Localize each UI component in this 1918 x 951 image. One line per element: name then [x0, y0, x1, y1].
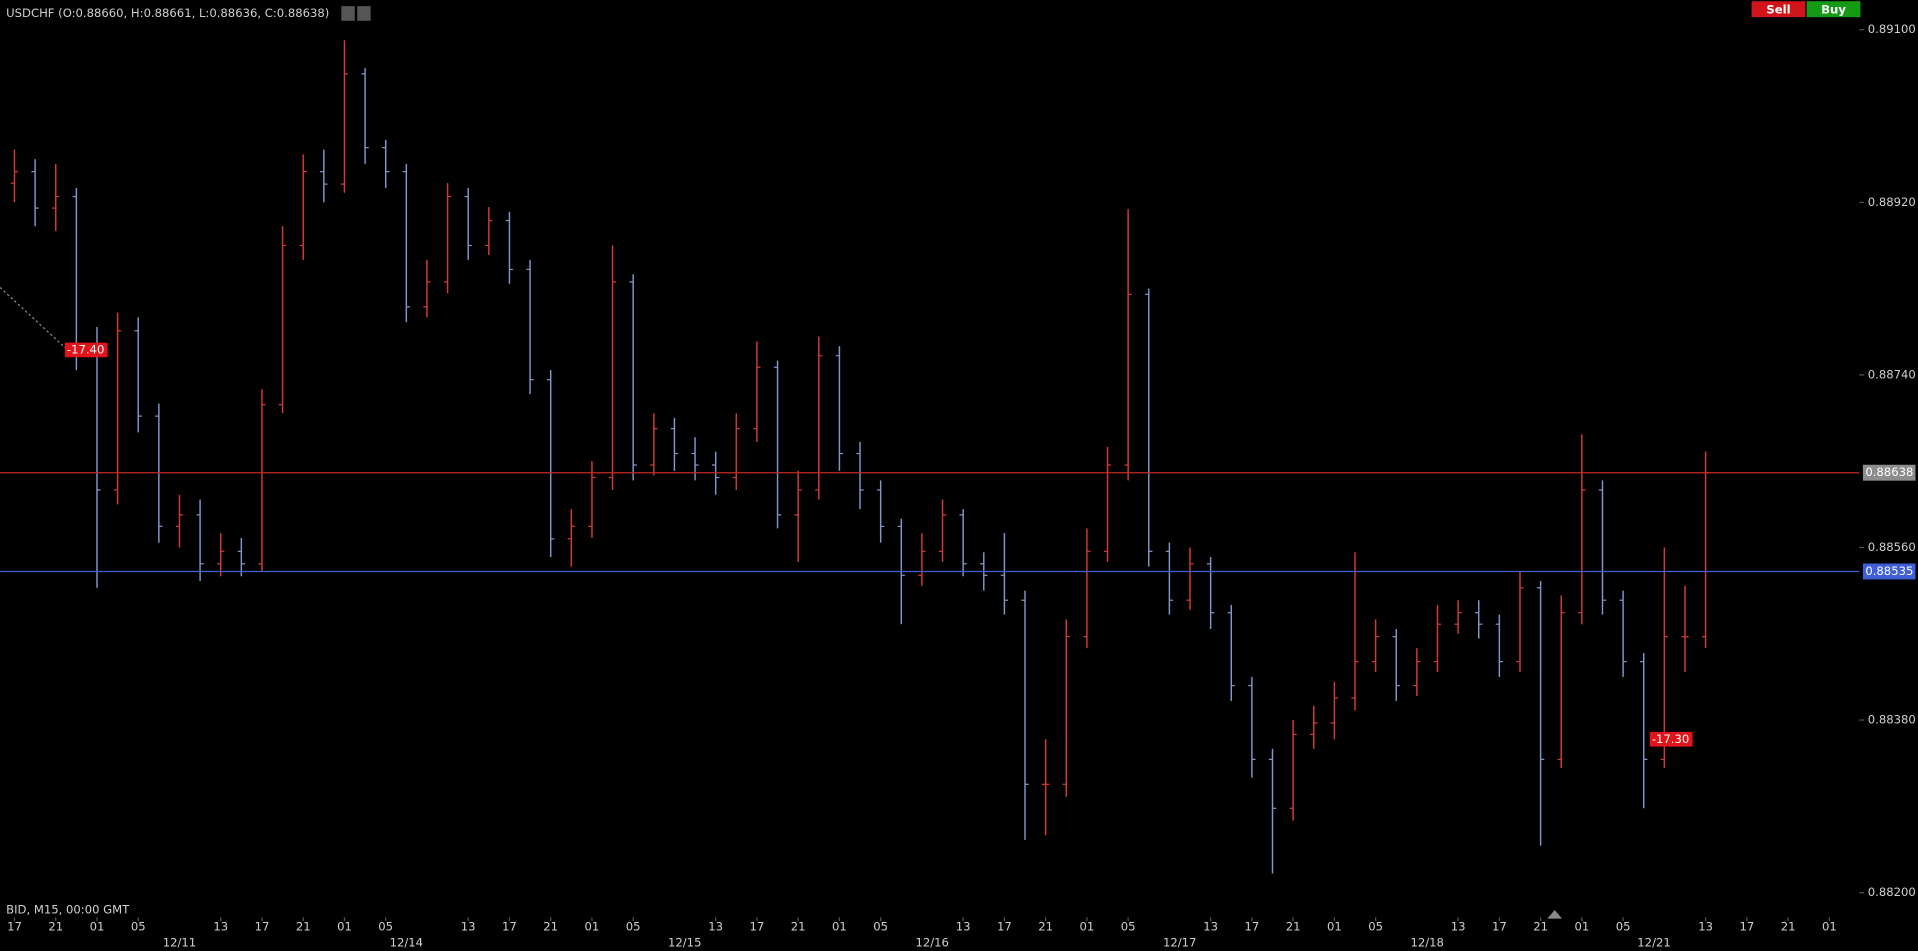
y-tick-label: 0.88200 [1868, 885, 1916, 899]
date-tick-label: 12/11 [163, 936, 196, 950]
x-tick-label: 01 [832, 920, 847, 934]
x-tick-label: 01 [1080, 920, 1095, 934]
pnl-label: -17.40 [67, 342, 104, 356]
pnl-label-bg [64, 342, 108, 358]
x-tick-label: 21 [296, 920, 311, 934]
x-tick-label: 13 [1451, 920, 1466, 934]
y-tick-label: 0.88560 [1868, 540, 1916, 554]
buy-button[interactable] [1806, 1, 1861, 18]
price-label-bg [1862, 563, 1916, 580]
x-tick-label: 21 [1781, 920, 1796, 934]
date-tick-label: 12/21 [1637, 936, 1670, 950]
y-tick-label: 0.88380 [1868, 713, 1916, 727]
x-tick-label: 21 [1038, 920, 1053, 934]
sell-button[interactable] [1751, 1, 1806, 18]
x-tick-label: 05 [378, 920, 393, 934]
x-tick-label: 13 [1698, 920, 1713, 934]
date-tick-label: 12/17 [1163, 936, 1196, 950]
price-label: 0.88638 [1865, 465, 1913, 479]
x-tick-label: 13 [213, 920, 228, 934]
buy-label[interactable]: Buy [1821, 2, 1846, 16]
x-tick-label: 17 [1492, 920, 1507, 934]
y-tick-label: 0.88920 [1868, 195, 1916, 209]
x-tick-label: 21 [543, 920, 558, 934]
x-tick-label: 17 [750, 920, 765, 934]
x-tick-label: 21 [1533, 920, 1548, 934]
price-label: 0.88535 [1865, 564, 1913, 578]
x-tick-label: 05 [1616, 920, 1631, 934]
x-tick-label: 01 [90, 920, 105, 934]
date-tick-label: 12/16 [915, 936, 948, 950]
chart-title: USDCHF (O:0.88660, H:0.88661, L:0.88636,… [6, 6, 329, 20]
x-tick-label: 13 [1203, 920, 1218, 934]
x-tick-label: 17 [997, 920, 1012, 934]
pnl-label-bg [1649, 731, 1693, 747]
x-tick-label: 01 [1327, 920, 1342, 934]
x-tick-label: 13 [708, 920, 723, 934]
x-tick-label: 01 [1574, 920, 1589, 934]
x-tick-label: 21 [1286, 920, 1301, 934]
x-tick-label: 01 [585, 920, 600, 934]
x-tick-label: 05 [873, 920, 888, 934]
x-tick-label: 17 [7, 920, 22, 934]
x-tick-label: 05 [626, 920, 641, 934]
x-tick-label: 05 [1368, 920, 1383, 934]
x-tick-label: 13 [956, 920, 971, 934]
y-tick-label: 0.89100 [1868, 22, 1916, 36]
x-tick-label: 21 [48, 920, 63, 934]
x-tick-label: 17 [1739, 920, 1754, 934]
date-tick-label: 12/18 [1410, 936, 1443, 950]
x-tick-label: 01 [337, 920, 352, 934]
date-tick-label: 12/15 [668, 936, 701, 950]
date-tick-label: 12/14 [390, 936, 423, 950]
x-tick-label: 05 [131, 920, 146, 934]
x-tick-label: 17 [255, 920, 270, 934]
marker [1547, 910, 1563, 919]
x-tick-label: 17 [1244, 920, 1259, 934]
x-tick-label: 01 [1822, 920, 1837, 934]
x-tick-label: 05 [1121, 920, 1136, 934]
info-label: BID, M15, 00:00 GMT [6, 903, 130, 917]
pnl-label: -17.30 [1652, 732, 1689, 746]
y-tick-label: 0.88740 [1868, 367, 1916, 381]
x-tick-label: 13 [461, 920, 476, 934]
settings-icon[interactable] [341, 6, 355, 21]
close-icon[interactable] [357, 6, 371, 21]
x-tick-label: 17 [502, 920, 517, 934]
sell-label[interactable]: Sell [1766, 2, 1790, 16]
price-label-bg [1862, 464, 1916, 481]
x-tick-label: 21 [791, 920, 806, 934]
position-link [0, 286, 68, 351]
